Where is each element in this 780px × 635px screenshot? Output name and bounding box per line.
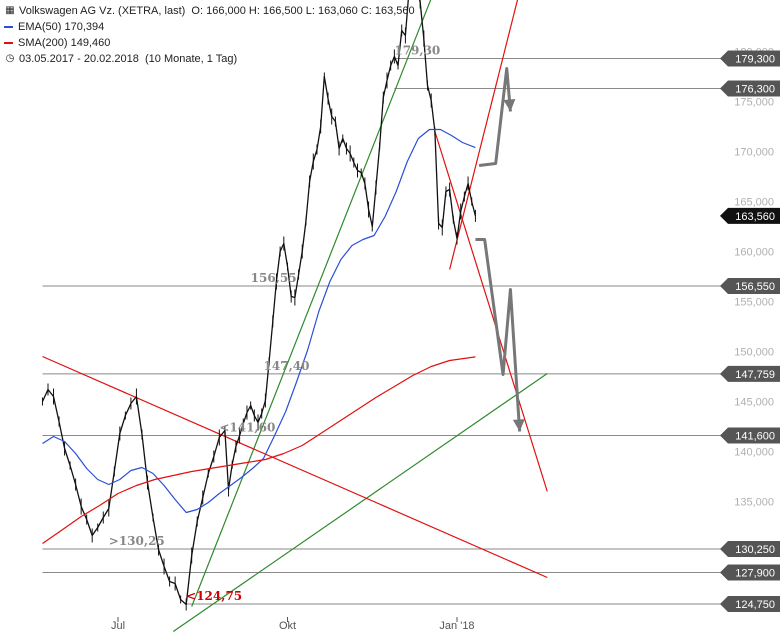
ema-line <box>42 128 476 514</box>
price-tag <box>720 207 780 224</box>
scenario-arrowhead <box>503 99 516 112</box>
y-tick-label: 175,000 <box>734 97 774 109</box>
price-tag-text: 156,550 <box>735 281 775 293</box>
price-tag <box>720 427 780 444</box>
price-tag <box>720 541 780 557</box>
price-tag-text: 130,250 <box>735 544 775 556</box>
scenario-arrows <box>475 67 525 432</box>
price-tag <box>720 80 780 97</box>
scenario-path <box>478 67 512 167</box>
price-tag-text: 147,759 <box>735 369 775 381</box>
trendline <box>42 355 548 579</box>
legend-ema-label: EMA(50) <box>18 21 62 33</box>
level-label: <141,60 <box>219 421 275 435</box>
clock-icon: ◷ <box>5 53 15 64</box>
scenario-path <box>475 238 522 432</box>
legend-ohlc: O: 166,000 H: 166,500 L: 163,060 C: 163,… <box>191 5 415 17</box>
legend-sma-value: 149,460 <box>70 37 111 49</box>
price-tag-text: 163,560 <box>735 211 775 223</box>
level-label: >130,25 <box>109 534 165 548</box>
legend-range: (10 Monate, 1 Tag) <box>145 53 238 65</box>
price-tag <box>720 50 780 67</box>
x-tick-label: Jul <box>111 620 125 632</box>
level-label: 147,40 <box>264 359 310 373</box>
price-tag <box>720 596 780 612</box>
level-label: <124,75 <box>186 589 242 603</box>
price-tag <box>720 365 780 382</box>
price-tags: 192,460179,300176,300163,560156,550147,7… <box>720 50 780 612</box>
price-tag <box>720 278 780 294</box>
x-axis: Jul Okt Jan '18 <box>111 617 475 632</box>
trendline <box>434 131 548 492</box>
x-tick-label: Jan '18 <box>439 620 474 632</box>
y-tick-label: 135,000 <box>734 497 774 509</box>
price-tag-text: 176,300 <box>735 84 775 96</box>
price-tag-text: 124,750 <box>735 599 775 611</box>
y-tick-label: 145,000 <box>734 397 774 409</box>
legend-period: 03.05.2017 - 20.02.2018 <box>19 53 139 65</box>
scenario-arrowhead <box>512 419 525 432</box>
level-label: 179,30 <box>394 44 440 58</box>
chart-legend: ▦ Volkswagen AG Vz. (XETRA, last) O: 166… <box>4 3 415 67</box>
trendline <box>172 373 548 632</box>
legend-title: Volkswagen AG Vz. (XETRA, last) <box>19 5 186 17</box>
price-levels <box>42 58 722 605</box>
level-label: 156,55 <box>251 271 297 285</box>
price-tag-text: 141,600 <box>735 431 775 443</box>
y-tick-label: 155,000 <box>734 297 774 309</box>
y-tick-label: 165,000 <box>734 197 774 209</box>
legend-title-row: ▦ Volkswagen AG Vz. (XETRA, last) O: 166… <box>4 3 415 19</box>
x-tick-label: Okt <box>279 620 296 632</box>
level-labels: 192,46179,30156,55147,40<141,60>130,25<1… <box>109 44 441 604</box>
series-lines <box>41 0 477 611</box>
y-tick-label: 170,000 <box>734 147 774 159</box>
price-line <box>41 0 477 606</box>
legend-ema-value: 170,394 <box>64 21 105 33</box>
sma-line <box>42 356 476 544</box>
chart-icon: ▦ <box>5 5 15 16</box>
legend-ema-row: EMA(50) 170,394 <box>4 19 415 35</box>
y-tick-label: 140,000 <box>734 447 774 459</box>
legend-period-row: ◷ 03.05.2017 - 20.02.2018 (10 Monate, 1 … <box>4 51 415 67</box>
price-tag-text: 179,300 <box>735 54 775 66</box>
trendline <box>449 0 519 270</box>
y-tick-label: 160,000 <box>734 247 774 259</box>
legend-sma-row: SMA(200) 149,460 <box>4 35 415 51</box>
trendlines <box>42 0 548 632</box>
y-tick-label: 150,000 <box>734 347 774 359</box>
price-tag <box>720 564 780 581</box>
ema-swatch <box>4 26 13 28</box>
price-tag-text: 127,900 <box>735 568 775 580</box>
trendline <box>191 0 432 607</box>
legend-sma-label: SMA(200) <box>18 37 68 49</box>
sma-swatch <box>4 42 13 44</box>
